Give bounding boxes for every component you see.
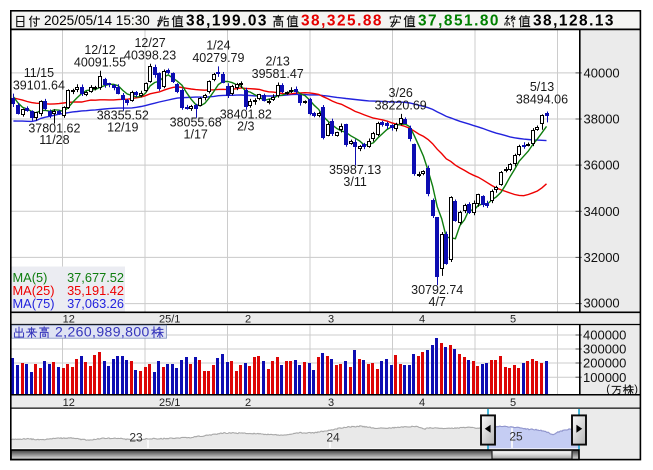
svg-text:36000: 36000	[584, 158, 620, 173]
svg-text:12: 12	[63, 313, 75, 325]
svg-text:100000: 100000	[583, 370, 626, 385]
svg-text:MA(5): MA(5)	[13, 270, 48, 285]
svg-text:23: 23	[129, 431, 143, 445]
svg-text:38494.06: 38494.06	[516, 92, 568, 106]
svg-text:38000: 38000	[584, 112, 620, 127]
svg-text:25: 25	[509, 430, 523, 444]
svg-text:38,325.88: 38,325.88	[301, 12, 383, 29]
svg-text:4/7: 4/7	[429, 295, 446, 309]
svg-text:38,199.03: 38,199.03	[186, 12, 268, 29]
svg-text:12/12: 12/12	[84, 43, 115, 57]
svg-text:40091.55: 40091.55	[74, 55, 126, 69]
svg-text:4: 4	[419, 313, 425, 325]
svg-text:2,260,989,800: 2,260,989,800	[55, 323, 150, 339]
svg-text:35987.13: 35987.13	[329, 163, 381, 177]
svg-text:MA(25): MA(25)	[13, 283, 55, 298]
svg-text:35,191.42: 35,191.42	[67, 283, 124, 298]
svg-text:12/19: 12/19	[107, 120, 138, 134]
svg-text:25/1: 25/1	[159, 313, 180, 325]
svg-text:39581.47: 39581.47	[252, 67, 304, 81]
svg-text:37,063.26: 37,063.26	[67, 296, 124, 311]
svg-text:32000: 32000	[584, 250, 620, 265]
svg-text:MA(75): MA(75)	[13, 296, 55, 311]
svg-text:38055.68: 38055.68	[170, 115, 222, 129]
svg-text:37,677.52: 37,677.52	[67, 270, 124, 285]
svg-text:3/26: 3/26	[389, 86, 413, 100]
svg-text:5: 5	[510, 397, 516, 409]
svg-text:3: 3	[328, 313, 334, 325]
svg-text:40398.23: 40398.23	[124, 48, 176, 62]
svg-text:400000: 400000	[583, 328, 626, 343]
svg-text:300000: 300000	[583, 342, 626, 357]
svg-text:5/13: 5/13	[530, 80, 554, 94]
svg-text:40279.79: 40279.79	[192, 51, 244, 65]
svg-text:1/24: 1/24	[206, 39, 230, 53]
svg-text:38,128.13: 38,128.13	[533, 12, 615, 29]
svg-text:25/1: 25/1	[159, 397, 180, 409]
svg-text:200000: 200000	[583, 356, 626, 371]
svg-text:38401.82: 38401.82	[220, 107, 272, 121]
svg-text:39101.64: 39101.64	[13, 78, 65, 92]
svg-text:38220.69: 38220.69	[375, 99, 427, 113]
svg-text:34000: 34000	[584, 204, 620, 219]
svg-text:2025/05/14 15:30: 2025/05/14 15:30	[44, 13, 150, 28]
svg-text:): )	[634, 384, 638, 396]
svg-text:37,851.80: 37,851.80	[418, 12, 500, 29]
svg-text:2/13: 2/13	[266, 55, 290, 69]
svg-text:(: (	[606, 384, 610, 396]
svg-text:12/27: 12/27	[134, 36, 165, 50]
svg-text:2: 2	[245, 397, 251, 409]
svg-text:5: 5	[510, 313, 516, 325]
svg-text:30000: 30000	[584, 295, 620, 310]
svg-text:37801.62: 37801.62	[28, 121, 80, 135]
svg-text:38355.52: 38355.52	[97, 109, 149, 123]
svg-text:11/15: 11/15	[24, 66, 54, 80]
svg-text:4: 4	[419, 397, 425, 409]
svg-text:40000: 40000	[584, 66, 620, 81]
svg-text:3/11: 3/11	[343, 175, 366, 189]
svg-text:1/17: 1/17	[184, 127, 208, 141]
svg-text:11/28: 11/28	[39, 133, 69, 147]
svg-text:3: 3	[328, 397, 334, 409]
svg-text:2/3: 2/3	[237, 119, 254, 133]
svg-text:12: 12	[63, 397, 75, 409]
svg-text:24: 24	[326, 431, 340, 445]
svg-text:30792.74: 30792.74	[411, 283, 463, 297]
svg-text:2: 2	[245, 313, 251, 325]
